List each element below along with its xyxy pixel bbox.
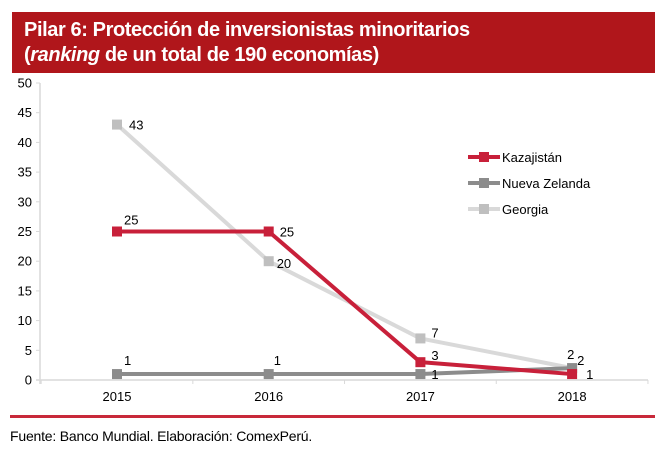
y-tick-label: 35 [18,165,32,180]
data-point-marker [415,333,426,344]
data-point-marker [112,226,122,237]
title-italic-ranking: ranking [30,44,100,66]
x-tick-label: 2016 [254,389,283,404]
source-note: Fuente: Banco Mundial. Elaboración: Come… [10,428,313,444]
chart-title-line-1: Pilar 6: Protección de inversionistas mi… [24,19,470,41]
data-point-marker [263,226,274,237]
y-tick-label: 10 [18,313,32,328]
data-label: 25 [280,225,294,240]
title-line-2-rest: de un total de 190 economías) [99,44,379,66]
data-point-marker [415,357,426,368]
data-label: 1 [586,367,593,382]
data-point-marker [415,369,426,380]
chart-legend: Kazajistán Nueva Zelanda Georgia [468,150,591,217]
y-tick-label: 40 [18,135,32,150]
data-label: 3 [431,348,438,363]
data-label: 20 [277,256,291,271]
data-label: 25 [124,213,138,228]
chart-series [112,119,578,380]
data-point-marker [567,369,578,380]
y-tick-label: 30 [18,194,32,209]
data-label: 1 [274,353,281,368]
data-label: 7 [431,325,438,340]
x-tick-label: 2015 [103,389,132,404]
data-label: 2 [577,353,584,368]
data-point-marker [567,363,578,374]
y-tick-label: 25 [18,224,32,239]
y-tick-label: 20 [18,254,32,269]
data-point-marker [112,369,122,380]
data-point-marker [263,369,274,380]
y-tick-label: 50 [18,76,32,91]
x-tick-label: 2018 [558,389,587,404]
data-label: 1 [124,353,131,368]
data-point-marker [112,119,122,130]
legend-label: Nueva Zelanda [502,176,591,191]
title-paren-open: ( [24,44,31,66]
data-label: 1 [431,367,438,382]
legend-label: Georgia [502,202,549,217]
y-tick-label: 15 [18,283,32,298]
series-line-kazajistán [117,229,573,377]
footer-divider [10,415,655,418]
chart-title-bar: Pilar 6: Protección de inversionistas mi… [12,12,655,73]
legend-marker [479,204,489,214]
chart-title-line-2: (ranking de un total de 190 economías) [24,43,655,68]
data-label: 43 [129,118,143,133]
x-tick-label: 2017 [406,389,435,404]
series-line-nueva-zelanda [117,366,573,377]
data-label: 2 [567,347,574,362]
legend-marker [479,152,489,162]
data-point-marker [263,256,274,267]
y-tick-label: 5 [25,343,32,358]
legend-marker [479,178,489,188]
legend-label: Kazajistán [502,150,562,165]
y-tick-label: 0 [25,373,32,388]
series-line-georgia [115,123,573,371]
y-tick-label: 45 [18,105,32,120]
